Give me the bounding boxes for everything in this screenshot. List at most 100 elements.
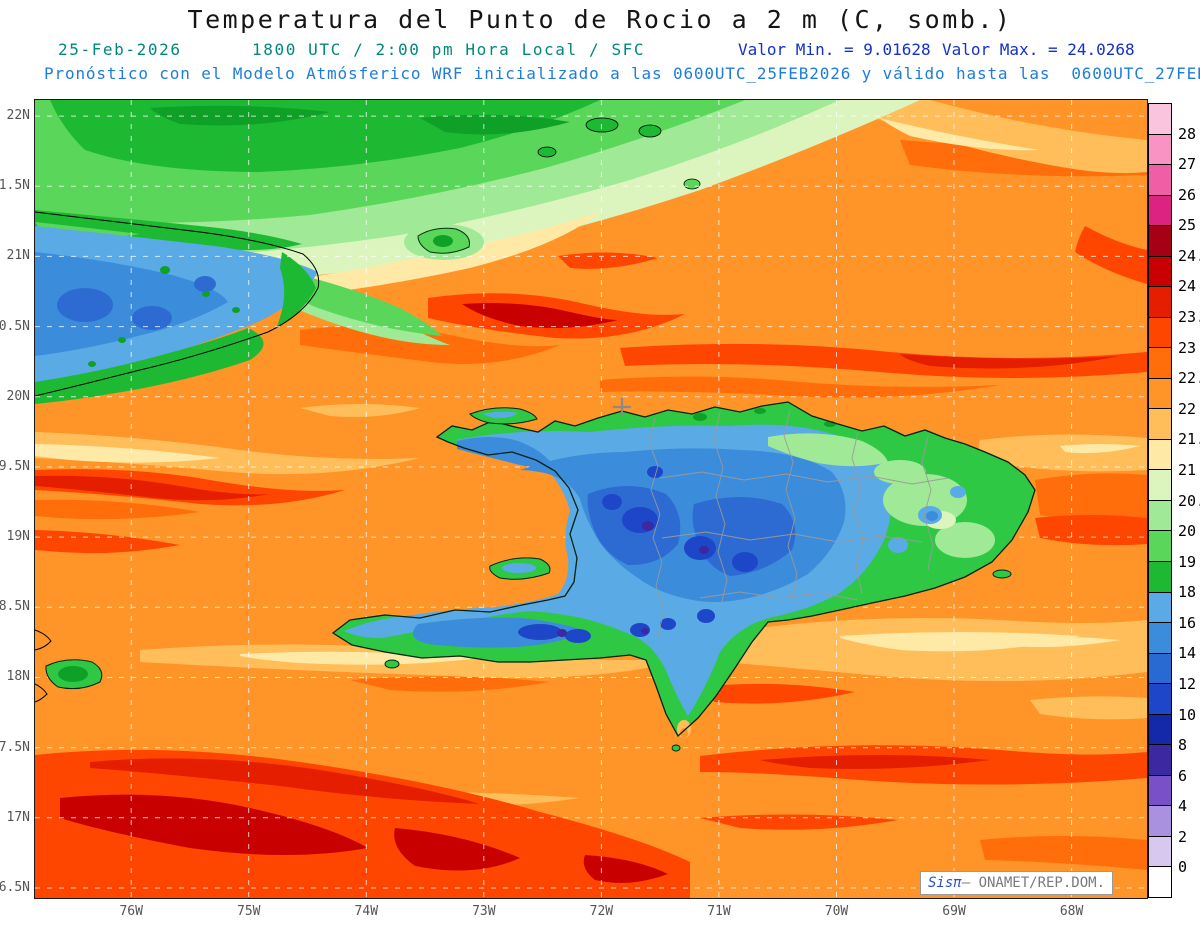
contour-fill (900, 354, 1120, 369)
lon-tick-label: 75W (237, 904, 261, 919)
legend-cell (1149, 683, 1171, 714)
island-navy (732, 552, 758, 572)
contour-fill (1035, 473, 1147, 522)
border-line (648, 417, 665, 637)
east-blue-spot (926, 511, 938, 521)
coastal-dark-green (754, 408, 766, 414)
legend-cell (1149, 438, 1171, 470)
lon-tick-label: 68W (1059, 904, 1084, 919)
tortuga-core (482, 411, 518, 419)
contour-fill (35, 749, 690, 898)
legend-tick-label: 8 (1178, 736, 1188, 755)
legend-tick-label: 20 (1178, 522, 1197, 541)
legend-cell (1149, 713, 1171, 745)
island-navy (602, 494, 622, 510)
contour-fill (132, 306, 172, 330)
legend-cell (1149, 866, 1171, 897)
legend-tick-label: 0 (1178, 858, 1188, 877)
island-midblue (457, 437, 552, 467)
lat-tick-label: 0.5N (0, 318, 30, 334)
watermark-brand: Sisπ (928, 875, 962, 891)
beata-islet (671, 744, 681, 752)
cay (118, 337, 126, 343)
cuba-region (35, 210, 320, 404)
legend-tick-label: 10 (1178, 705, 1197, 724)
legend-tick-label: 27 (1178, 155, 1197, 174)
contour-fill (35, 530, 180, 554)
island (585, 117, 619, 133)
contour-fill (250, 212, 600, 298)
border-line (921, 435, 934, 571)
valid-time: 1800 UTC / 2:00 pm Hora Local / SFC (252, 40, 646, 59)
legend-tick-label: 16 (1178, 613, 1197, 632)
beata-tip-warm (680, 728, 688, 738)
east-green-patch (935, 522, 995, 558)
lat-tick-label: 8.5N (0, 599, 30, 615)
lon-tick-label: 70W (824, 904, 849, 919)
saona-island (992, 569, 1012, 579)
east-blue-spot (888, 537, 908, 553)
legend-cell (1149, 133, 1171, 165)
station-cross-marker (613, 398, 631, 416)
contour-fill (583, 855, 668, 883)
contour-fill (57, 288, 113, 322)
island-purple (642, 521, 654, 531)
watermark-text: – ONAMET/REP.DOM. (961, 875, 1106, 891)
legend-cell (1149, 377, 1171, 409)
legend-cell (1149, 774, 1171, 806)
lat-tick-label: 21N (6, 248, 30, 264)
legend-cell (1149, 469, 1171, 500)
map-plot-area (34, 99, 1148, 899)
hispaniola-coastline (331, 401, 1036, 738)
contour-fill (35, 328, 264, 404)
legend-tick-label: 2 (1178, 827, 1188, 846)
lat-tick-label: 7.5N (0, 739, 30, 755)
header-row: 25-Feb-2026 1800 UTC / 2:00 pm Hora Loca… (0, 40, 1200, 60)
legend-cell (1149, 286, 1171, 317)
border-line (661, 531, 923, 543)
legend-tick-label: 4 (1178, 797, 1188, 816)
legend-cell (1149, 499, 1171, 531)
watermark-badge: Sisπ – ONAMET/REP.DOM. (920, 871, 1114, 895)
legend-cell (1149, 225, 1171, 256)
legend-tick-label: 23 (1178, 338, 1197, 357)
contour-fill (828, 100, 1147, 174)
legend-tick-label: 21.5 (1178, 430, 1200, 449)
legend-cell (1149, 164, 1171, 195)
jamaica-core (58, 666, 88, 682)
contour-fill (690, 683, 855, 704)
contour-fill (60, 794, 368, 855)
hispaniola-island (331, 401, 1036, 738)
valor-max: Valor Max. = 24.0268 (942, 40, 1135, 59)
coast-mark (35, 629, 52, 651)
legend-tick-label: 24.5 (1178, 246, 1200, 265)
legend-cell (1149, 255, 1171, 287)
longitude-axis: 76W 75W 74W 73W 72W 71W 70W 69W 68W (0, 904, 1200, 922)
lat-tick-label: 20N (6, 388, 30, 404)
colorbar-labels: 2827262524.52423.52322.52221.52120.52019… (1178, 0, 1200, 927)
legend-cell (1149, 591, 1171, 623)
edge-coast-marks (35, 629, 52, 703)
forecast-line: Pronóstico con el Modelo Atmósferico WRF… (44, 64, 1200, 83)
island-navy (697, 609, 715, 623)
latitude-axis: 22N 1.5N 21N 0.5N 20N 9.5N 19N 8.5N 18N 7.5N 17N 6.… (0, 0, 33, 927)
contour-fill (1030, 696, 1147, 720)
red-streaks (35, 226, 1147, 898)
lat-tick-label: 18N (6, 669, 30, 685)
legend-tick-label: 12 (1178, 674, 1197, 693)
island-deepblue (692, 497, 796, 576)
legend-cell (1149, 835, 1171, 867)
contour-fill (620, 343, 1147, 378)
page-title: Temperatura del Punto de Rocio a 2 m (C,… (187, 5, 1013, 34)
lat-tick-label: 6.5N (0, 879, 30, 895)
legend-tick-label: 21 (1178, 460, 1197, 479)
border-line (713, 411, 728, 607)
contour-fill (1060, 444, 1140, 454)
legend-tick-label: 26 (1178, 185, 1197, 204)
contour-fill (420, 114, 570, 135)
north-green-band (35, 100, 920, 345)
contour-fill (1075, 226, 1147, 284)
legend-tick-label: 22 (1178, 399, 1197, 418)
legend-tick-label: 18 (1178, 583, 1197, 602)
